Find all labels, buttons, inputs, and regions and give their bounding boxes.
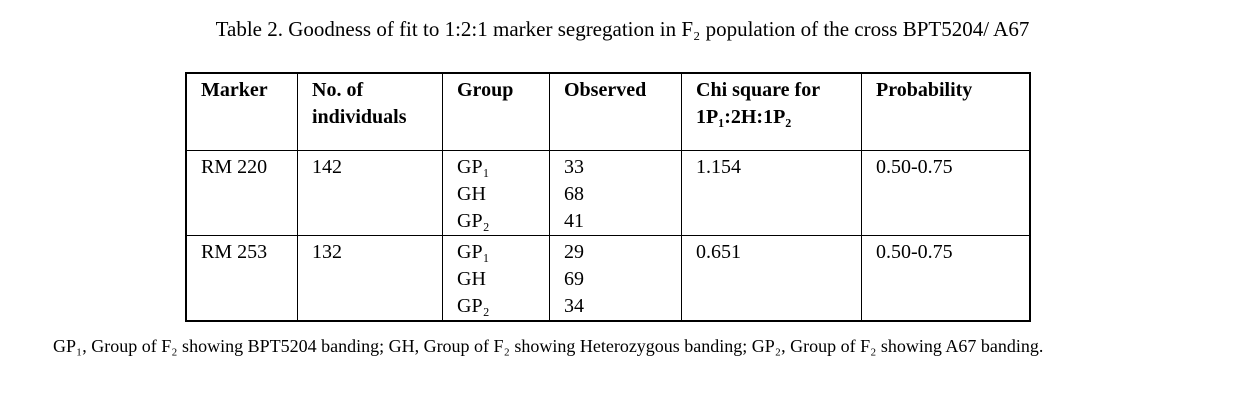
data-row: RM 220 142 GP₁ GH GP₂ 33 68 41 1.154 0.5… [185, 150, 1031, 236]
observed-cell: 33 68 41 [549, 150, 682, 236]
observed: 33 [564, 156, 584, 178]
group: GH [457, 268, 486, 290]
marker-cell: RM 220 [185, 150, 298, 236]
group: GP₁ [457, 241, 490, 263]
header-cell: Chi square for 1P₁:2H:1P₂ [681, 72, 862, 151]
individuals-cell: 142 [297, 150, 443, 236]
group: GP₂ [457, 210, 490, 232]
observed: 29 [564, 241, 584, 263]
header-cell: Marker [185, 72, 298, 151]
header-cell: Observed [549, 72, 682, 151]
probability-cell: 0.50-0.75 [861, 150, 1031, 236]
group-cell: GP₁ GH GP₂ [442, 150, 550, 236]
individuals-cell: 132 [297, 235, 443, 322]
observed-cell: 29 69 34 [549, 235, 682, 322]
footnote: GP₁, Group of F₂ showing BPT5204 banding… [53, 336, 1044, 356]
group: GH [457, 183, 486, 205]
chi-square-cell: 0.651 [681, 235, 862, 322]
table-title: Table 2. Goodness of fit to 1:2:1 marker… [215, 17, 1030, 41]
observed: 68 [564, 183, 584, 205]
marker-cell: RM 253 [185, 235, 298, 322]
data-table: Marker No. of individuals Group Observed… [185, 72, 1031, 322]
data-row: RM 253 132 GP₁ GH GP₂ 29 69 34 0.651 0.5… [185, 235, 1031, 322]
chi-square-cell: 1.154 [681, 150, 862, 236]
header-cell: Probability [861, 72, 1031, 151]
group: GP₁ [457, 156, 490, 178]
observed: 69 [564, 268, 584, 290]
header-cell: No. of individuals [297, 72, 443, 151]
probability-cell: 0.50-0.75 [861, 235, 1031, 322]
observed: 34 [564, 295, 584, 317]
group: GP₂ [457, 295, 490, 317]
header-row: Marker No. of individuals Group Observed… [185, 72, 1031, 151]
group-cell: GP₁ GH GP₂ [442, 235, 550, 322]
observed: 41 [564, 210, 584, 232]
header-cell: Group [442, 72, 550, 151]
